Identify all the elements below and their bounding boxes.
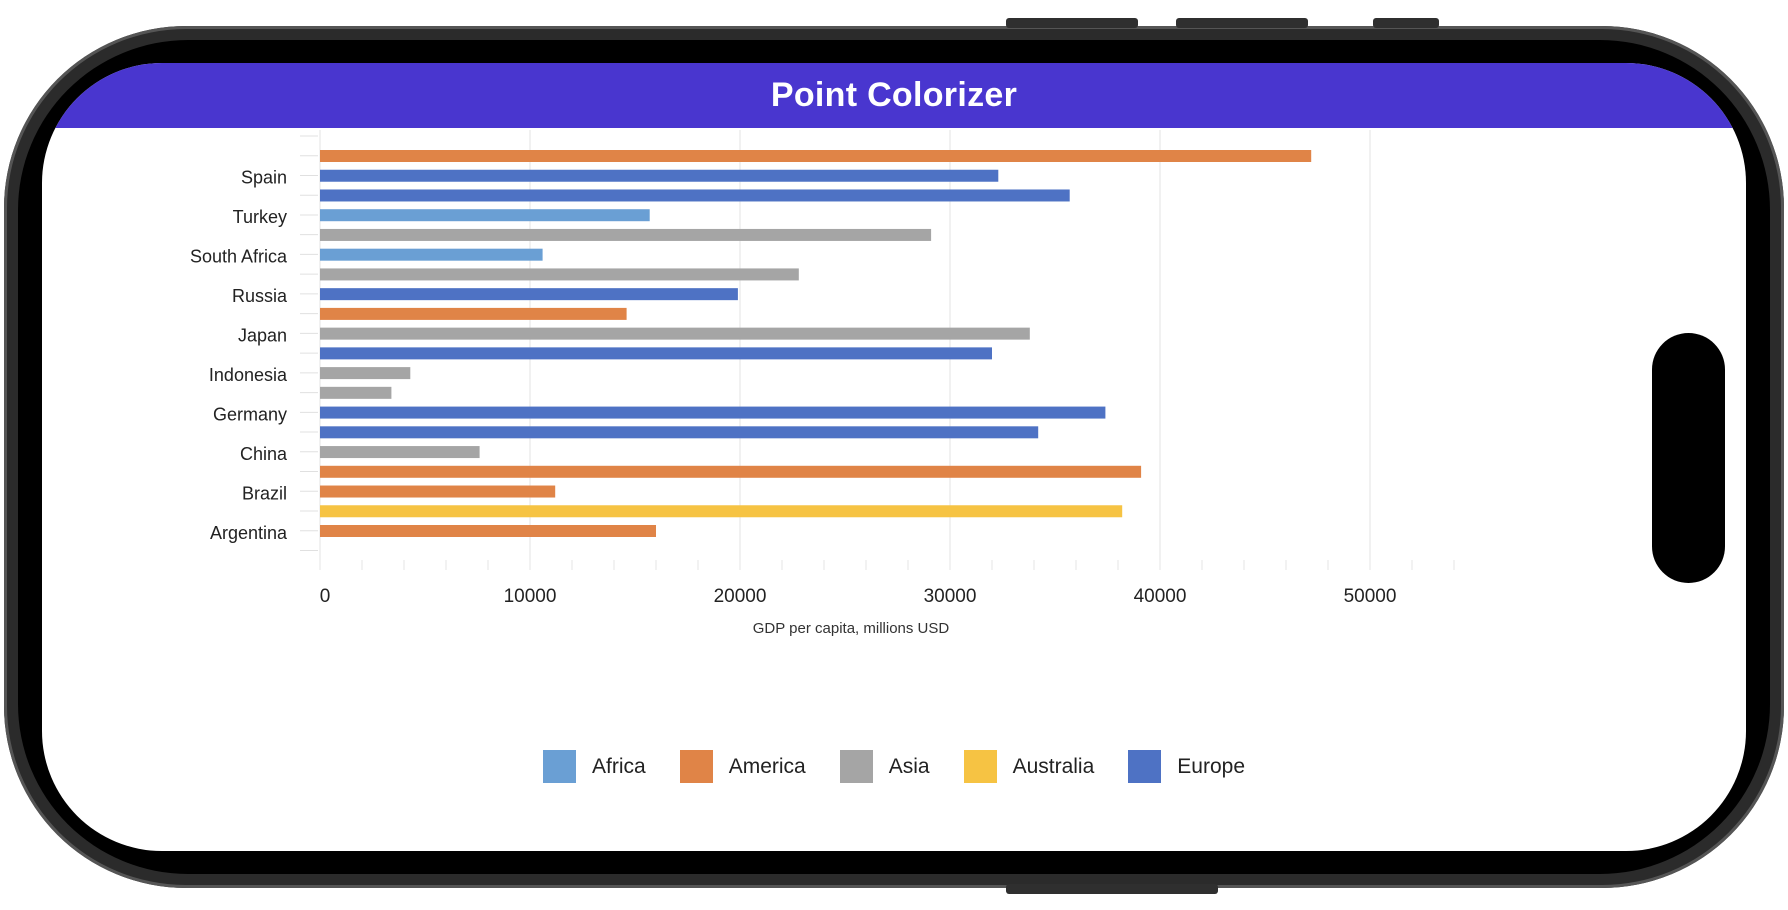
x-tick-label: 40000 xyxy=(1134,586,1187,607)
app-title: Point Colorizer xyxy=(770,76,1018,114)
legend-swatch xyxy=(679,750,713,783)
bar[interactable] xyxy=(320,446,480,459)
legend-label: Africa xyxy=(592,754,646,778)
bar[interactable] xyxy=(320,209,650,222)
bar[interactable] xyxy=(320,525,656,537)
legend-item[interactable]: Africa xyxy=(543,750,646,783)
x-tick-label: 20000 xyxy=(714,586,767,607)
app-screen: Point Colorizer Spain Turkey South Africa R… xyxy=(42,63,1746,851)
side-button xyxy=(1373,18,1439,28)
bar[interactable] xyxy=(320,228,932,241)
x-tick-label: 10000 xyxy=(504,586,557,607)
x-tick-label: 50000 xyxy=(1344,586,1397,607)
legend-item[interactable]: Australia xyxy=(963,750,1095,783)
bar[interactable] xyxy=(320,347,992,360)
legend-label: Europe xyxy=(1177,754,1245,778)
bar[interactable] xyxy=(320,307,627,320)
category-label: Argentina xyxy=(210,523,288,543)
bar[interactable] xyxy=(320,485,556,498)
category-label: China xyxy=(240,444,288,464)
category-label: Indonesia xyxy=(209,365,288,385)
category-label: Germany xyxy=(213,405,287,425)
bar[interactable] xyxy=(320,426,1039,439)
legend-label: America xyxy=(728,754,806,778)
bar[interactable] xyxy=(320,327,1030,340)
bar[interactable] xyxy=(320,386,392,399)
dynamic-island xyxy=(1652,333,1725,583)
category-label: Spain xyxy=(241,168,287,188)
bar[interactable] xyxy=(320,150,1312,162)
legend-swatch xyxy=(1128,750,1162,783)
bar[interactable] xyxy=(320,406,1106,419)
bar[interactable] xyxy=(320,505,1123,518)
legend-item[interactable]: Europe xyxy=(1128,750,1245,783)
bar[interactable] xyxy=(320,169,999,182)
side-button xyxy=(1176,18,1308,28)
legend-swatch xyxy=(839,750,873,783)
legend-swatch xyxy=(963,750,997,783)
legend-swatch xyxy=(543,750,576,783)
bar[interactable] xyxy=(320,288,738,301)
bar[interactable] xyxy=(320,248,543,261)
bar[interactable] xyxy=(320,367,411,380)
bar[interactable] xyxy=(320,268,799,281)
legend-item[interactable]: America xyxy=(679,750,806,783)
category-label: Russia xyxy=(232,286,288,306)
x-tick-label: 0 xyxy=(320,586,331,607)
x-axis-title: GDP per capita, millions USD xyxy=(753,620,950,637)
category-label: South Africa xyxy=(190,247,288,267)
side-button xyxy=(1006,884,1218,894)
legend-label: Australia xyxy=(1012,754,1095,778)
chart-legend: Africa America Asia Australia Europe xyxy=(0,750,1788,783)
bar[interactable] xyxy=(320,465,1142,478)
category-label: Japan xyxy=(238,326,287,346)
category-label: Turkey xyxy=(233,207,287,227)
app-header: Point Colorizer xyxy=(42,63,1746,128)
bar-chart: Spain Turkey South Africa Russia Japan Indone… xyxy=(190,130,1455,637)
category-label: Brazil xyxy=(242,484,287,504)
legend-item[interactable]: Asia xyxy=(839,750,930,783)
bar[interactable] xyxy=(320,189,1070,202)
side-button xyxy=(1006,18,1138,28)
x-tick-label: 30000 xyxy=(924,586,977,607)
legend-label: Asia xyxy=(888,754,930,778)
